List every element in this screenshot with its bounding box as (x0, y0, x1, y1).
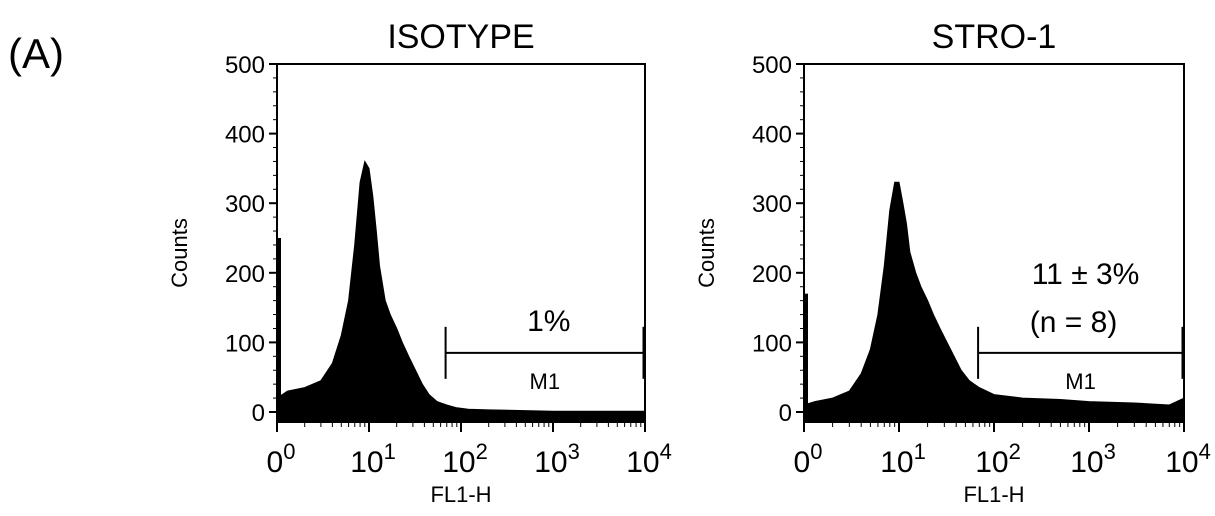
x-tick-base: 0 (794, 446, 811, 479)
x-tick-base: 10 (975, 446, 1008, 479)
y-tick-label: 100 (225, 330, 265, 357)
panel-label: (A) (8, 30, 64, 77)
x-tick-base: 10 (350, 446, 383, 479)
y-tick-label: 200 (752, 261, 792, 288)
gate-percent-label: 1% (527, 305, 570, 338)
x-tick-base: 0 (267, 446, 284, 479)
x-tick-label: 00 (794, 439, 823, 479)
x-tick-exponent: 2 (1009, 439, 1021, 464)
x-tick-base: 10 (626, 446, 659, 479)
y-tick-label: 100 (752, 330, 792, 357)
zero-channel-spike (804, 293, 808, 422)
x-tick-label: 104 (626, 439, 672, 479)
y-tick-label: 400 (225, 122, 265, 149)
chart-title: ISOTYPE (387, 18, 534, 56)
gate-label: M1 (1065, 369, 1096, 394)
x-tick-base: 10 (1165, 446, 1198, 479)
x-tick-exponent: 3 (568, 439, 580, 464)
y-tick-label: 0 (779, 400, 792, 427)
gate-label: M1 (530, 369, 561, 394)
x-axis-label: FL1-H (430, 482, 491, 507)
x-tick-exponent: 1 (914, 439, 926, 464)
x-tick-exponent: 4 (660, 439, 672, 464)
zero-channel-spike (277, 238, 281, 422)
x-tick-exponent: 0 (810, 439, 822, 464)
gate-note: (n = 8) (1030, 306, 1118, 339)
y-axis-label: Counts (167, 218, 192, 288)
x-tick-base: 10 (880, 446, 913, 479)
x-tick-label: 101 (880, 439, 926, 479)
x-tick-exponent: 1 (384, 439, 396, 464)
gate-percent-label: 11 ± 3% (1032, 258, 1140, 291)
histogram-area (803, 181, 1185, 423)
y-tick-label: 500 (752, 52, 792, 79)
y-axis-label: Counts (694, 218, 719, 288)
x-axis-label: FL1-H (963, 482, 1024, 507)
histogram-area (276, 160, 646, 423)
x-tick-label: 00 (267, 439, 296, 479)
y-tick-label: 400 (752, 122, 792, 149)
y-tick-label: 300 (752, 191, 792, 218)
x-tick-base: 10 (442, 446, 475, 479)
x-tick-base: 10 (534, 446, 567, 479)
x-tick-exponent: 2 (476, 439, 488, 464)
y-tick-label: 500 (225, 52, 265, 79)
x-tick-label: 104 (1165, 439, 1211, 479)
x-tick-exponent: 0 (283, 439, 295, 464)
y-tick-label: 0 (252, 400, 265, 427)
x-tick-base: 10 (1070, 446, 1103, 479)
y-tick-label: 200 (225, 261, 265, 288)
x-tick-label: 103 (534, 439, 580, 479)
x-tick-label: 101 (350, 439, 396, 479)
x-tick-label: 102 (975, 439, 1021, 479)
plot-frame (803, 63, 1185, 423)
x-tick-exponent: 3 (1104, 439, 1116, 464)
x-tick-label: 102 (442, 439, 488, 479)
chart-title: STRO-1 (932, 18, 1057, 56)
y-tick-label: 300 (225, 191, 265, 218)
x-tick-exponent: 4 (1199, 439, 1211, 464)
x-tick-label: 103 (1070, 439, 1116, 479)
